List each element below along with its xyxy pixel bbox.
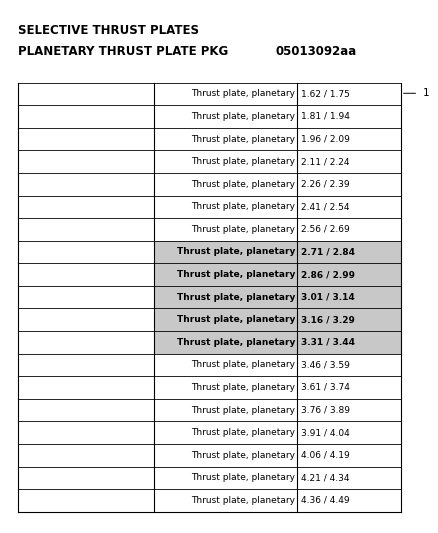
Text: Thrust plate, planetary: Thrust plate, planetary [191, 112, 295, 121]
Bar [154, 309, 401, 331]
Text: 3.91 / 4.04: 3.91 / 4.04 [301, 428, 350, 437]
Text: Thrust plate, planetary: Thrust plate, planetary [177, 338, 295, 347]
Text: Thrust plate, planetary: Thrust plate, planetary [191, 428, 295, 437]
Text: 2.71 / 2.84: 2.71 / 2.84 [301, 247, 355, 256]
Text: Thrust plate, planetary: Thrust plate, planetary [191, 203, 295, 211]
Text: Thrust plate, planetary: Thrust plate, planetary [191, 180, 295, 189]
Text: 4.36 / 4.49: 4.36 / 4.49 [301, 496, 350, 505]
Text: Thrust plate, planetary: Thrust plate, planetary [177, 293, 295, 302]
Text: Thrust plate, planetary: Thrust plate, planetary [191, 383, 295, 392]
Text: 2.86 / 2.99: 2.86 / 2.99 [301, 270, 355, 279]
Text: 2.56 / 2.69: 2.56 / 2.69 [301, 225, 350, 234]
Text: 3.31 / 3.44: 3.31 / 3.44 [301, 338, 355, 347]
Text: 05013092aa: 05013092aa [276, 45, 357, 58]
Text: 3.16 / 3.29: 3.16 / 3.29 [301, 315, 355, 324]
Text: 1.62 / 1.75: 1.62 / 1.75 [301, 90, 350, 99]
Text: 1.96 / 2.09: 1.96 / 2.09 [301, 134, 350, 143]
Text: Thrust plate, planetary: Thrust plate, planetary [191, 225, 295, 234]
Text: Thrust plate, planetary: Thrust plate, planetary [191, 406, 295, 415]
Text: Thrust plate, planetary: Thrust plate, planetary [177, 315, 295, 324]
Text: 2.41 / 2.54: 2.41 / 2.54 [301, 203, 349, 211]
Text: 3.46 / 3.59: 3.46 / 3.59 [301, 360, 350, 369]
Bar [154, 286, 401, 309]
Text: Thrust plate, planetary: Thrust plate, planetary [177, 247, 295, 256]
Text: 1.81 / 1.94: 1.81 / 1.94 [301, 112, 350, 121]
Text: 1: 1 [423, 88, 429, 98]
Text: Thrust plate, planetary: Thrust plate, planetary [191, 473, 295, 482]
Text: Thrust plate, planetary: Thrust plate, planetary [177, 270, 295, 279]
Text: Thrust plate, planetary: Thrust plate, planetary [191, 90, 295, 99]
Bar [154, 241, 401, 263]
Text: 2.11 / 2.24: 2.11 / 2.24 [301, 157, 349, 166]
Text: Thrust plate, planetary: Thrust plate, planetary [191, 451, 295, 460]
Text: 2.26 / 2.39: 2.26 / 2.39 [301, 180, 350, 189]
Text: 4.06 / 4.19: 4.06 / 4.19 [301, 451, 350, 460]
Text: SELECTIVE THRUST PLATES: SELECTIVE THRUST PLATES [18, 24, 198, 37]
Text: Thrust plate, planetary: Thrust plate, planetary [191, 496, 295, 505]
Text: PLANETARY THRUST PLATE PKG: PLANETARY THRUST PLATE PKG [18, 45, 228, 58]
Text: 4.21 / 4.34: 4.21 / 4.34 [301, 473, 349, 482]
Text: 3.61 / 3.74: 3.61 / 3.74 [301, 383, 350, 392]
Text: Thrust plate, planetary: Thrust plate, planetary [191, 157, 295, 166]
Text: Thrust plate, planetary: Thrust plate, planetary [191, 134, 295, 143]
Text: Thrust plate, planetary: Thrust plate, planetary [191, 360, 295, 369]
Bar [154, 263, 401, 286]
Text: 3.01 / 3.14: 3.01 / 3.14 [301, 293, 354, 302]
Bar [154, 331, 401, 353]
Text: 3.76 / 3.89: 3.76 / 3.89 [301, 406, 350, 415]
